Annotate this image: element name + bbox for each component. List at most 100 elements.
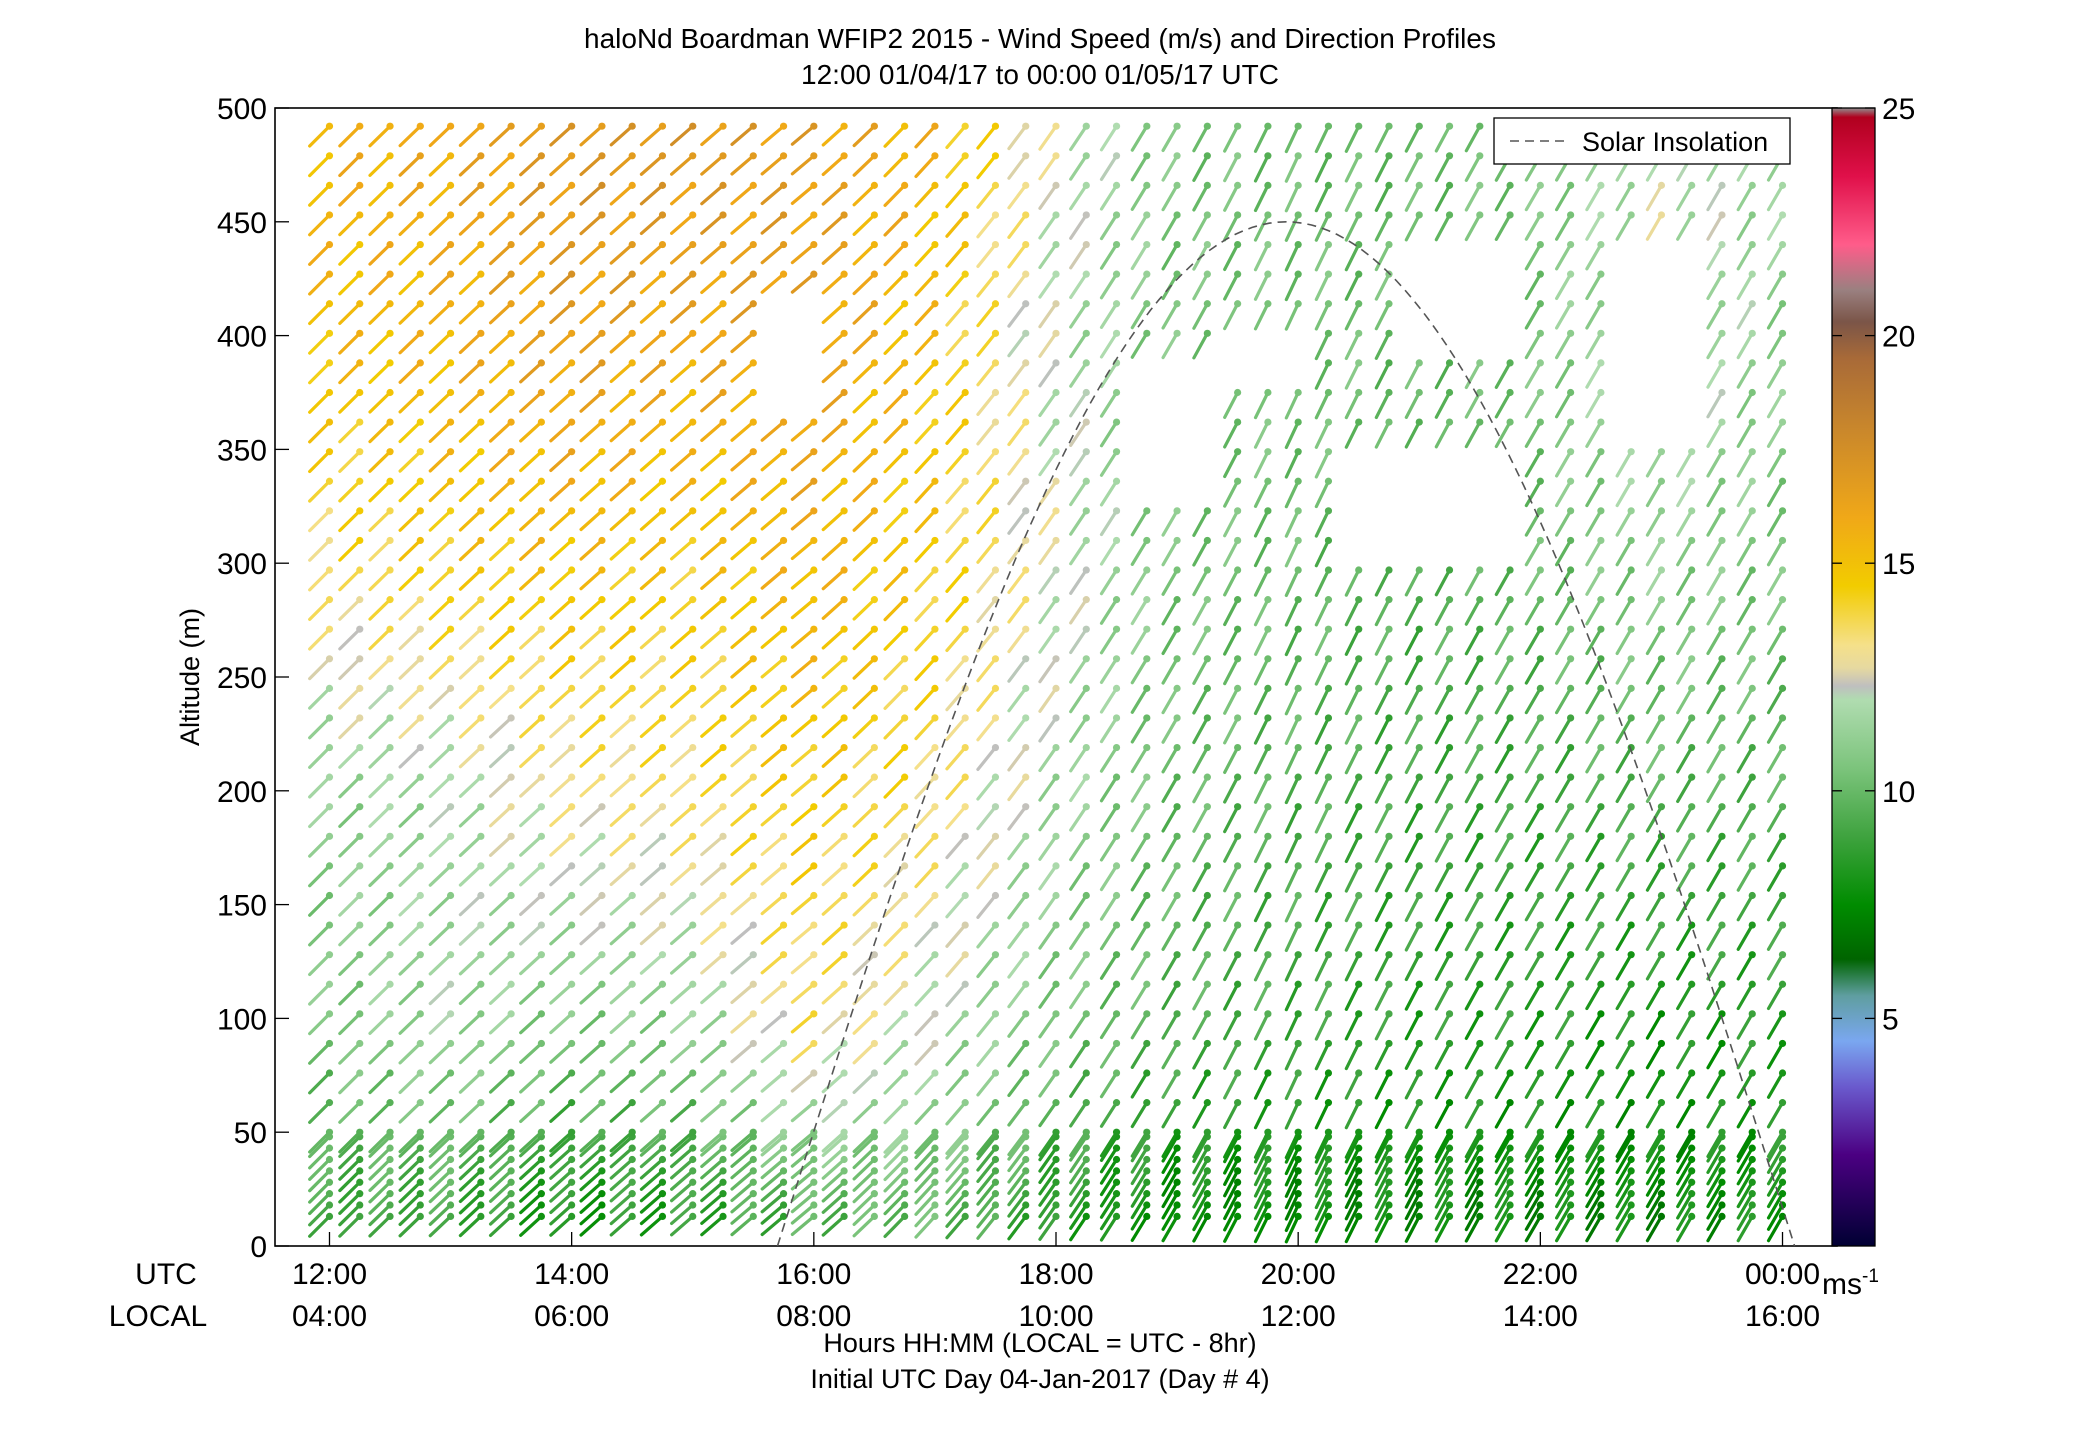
- wind-barb: [458, 1178, 485, 1204]
- wind-barb: [639, 1144, 667, 1169]
- wind-barb-shaft: [1524, 1135, 1542, 1163]
- wind-barb-shaft: [914, 923, 937, 948]
- wind-barb-shaft: [1130, 1135, 1149, 1163]
- wind-barb-dot: [1143, 181, 1151, 189]
- wind-barb: [1038, 477, 1060, 506]
- wind-barb-dot: [537, 773, 545, 781]
- wind-barb-shaft: [821, 775, 846, 798]
- wind-barb: [549, 566, 576, 591]
- wind-barb-dot: [598, 448, 606, 456]
- wind-barb-shaft: [700, 1135, 725, 1157]
- wind-barb: [760, 1190, 788, 1214]
- wind-barb-dot: [749, 122, 757, 130]
- wind-barb: [609, 1069, 636, 1094]
- wind-barb-shaft: [914, 331, 937, 356]
- wind-barb: [458, 1010, 485, 1035]
- wind-barb-shaft: [1069, 805, 1088, 832]
- wind-barb-dot: [1415, 388, 1423, 397]
- wind-barb-shaft: [549, 1012, 574, 1035]
- wind-barb: [852, 477, 878, 503]
- wind-barb: [1374, 566, 1393, 597]
- wind-barb: [609, 181, 636, 206]
- wind-barb-dot: [689, 300, 697, 308]
- wind-barb: [1434, 359, 1454, 390]
- wind-barb: [519, 1190, 545, 1215]
- wind-barb-shaft: [609, 657, 634, 679]
- wind-barb-dot: [537, 596, 545, 604]
- wind-barb-dot: [416, 980, 424, 988]
- wind-barb: [368, 1167, 394, 1193]
- wind-barb-shaft: [914, 745, 937, 770]
- wind-barb-dot: [628, 388, 636, 397]
- wind-barb-dot: [537, 329, 545, 337]
- wind-barb-dot: [1385, 329, 1393, 337]
- wind-barb: [1099, 625, 1121, 655]
- wind-barb-dot: [1324, 596, 1333, 604]
- wind-barb: [428, 951, 455, 976]
- wind-barb-shaft: [1434, 1203, 1452, 1232]
- wind-barb-shaft: [639, 1071, 665, 1094]
- wind-barb: [338, 655, 364, 681]
- wind-barb: [790, 448, 818, 472]
- wind-barb-shaft: [1464, 1169, 1482, 1198]
- wind-barb-shaft: [945, 657, 967, 682]
- wind-barb: [1374, 1212, 1393, 1243]
- wind-barb-dot: [1082, 832, 1090, 840]
- wind-barb-shaft: [883, 361, 907, 385]
- wind-barb: [1494, 1155, 1514, 1186]
- wind-barb-dot: [1506, 862, 1514, 870]
- wind-barb: [639, 1155, 667, 1180]
- wind-barb: [1404, 1190, 1423, 1221]
- wind-barb: [1099, 684, 1121, 714]
- wind-barb: [1404, 1144, 1423, 1175]
- wind-barb-shaft: [1404, 1192, 1421, 1221]
- wind-barb-shaft: [914, 1203, 937, 1228]
- wind-barb-dot: [507, 566, 515, 574]
- wind-barb-shaft: [1344, 598, 1361, 627]
- wind-barb: [976, 921, 1000, 949]
- wind-barb-shaft: [1007, 1203, 1028, 1230]
- wind-barb-shaft: [458, 1012, 483, 1035]
- wind-barb: [1314, 1069, 1333, 1100]
- wind-barb-shaft: [976, 1203, 998, 1229]
- wind-barb: [549, 803, 576, 828]
- wind-barb: [700, 448, 727, 472]
- wind-barb: [1253, 655, 1272, 686]
- wind-barb-dot: [1022, 448, 1030, 456]
- wind-barb: [519, 684, 545, 709]
- wind-barb: [670, 714, 697, 738]
- wind-barb-shaft: [579, 302, 604, 324]
- wind-barb-dot: [1234, 240, 1242, 249]
- wind-barb-shaft: [579, 124, 604, 147]
- wind-barb-shaft: [1223, 450, 1240, 479]
- wind-barb-shaft: [549, 450, 574, 473]
- wind-barb: [1404, 832, 1423, 863]
- wind-barb: [700, 1144, 727, 1169]
- wind-barb-shaft: [1344, 183, 1361, 213]
- wind-barb-shaft: [579, 805, 604, 827]
- wind-barb: [428, 921, 455, 946]
- wind-barb-dot: [961, 862, 969, 870]
- wind-barb-dot: [961, 329, 969, 337]
- wind-barb-shaft: [1130, 745, 1149, 774]
- wind-barb-shaft: [519, 805, 543, 828]
- wind-barb-shaft: [1038, 1135, 1058, 1162]
- wind-barb-shaft: [1284, 598, 1300, 627]
- wind-barb: [549, 1069, 576, 1094]
- wind-barb-dot: [568, 240, 576, 249]
- wind-barb-dot: [1112, 240, 1121, 249]
- wind-barb: [609, 211, 636, 236]
- wind-barb-dot: [1264, 1155, 1272, 1164]
- wind-barb: [398, 1128, 424, 1154]
- wind-barb: [549, 921, 576, 946]
- wind-barb-shaft: [914, 1214, 937, 1239]
- wind-barb: [549, 448, 576, 473]
- wind-barb-shaft: [639, 982, 665, 1005]
- wind-barb-shaft: [458, 242, 483, 266]
- wind-barb: [579, 507, 606, 532]
- wind-barb-shaft: [1223, 627, 1240, 656]
- wind-barb-dot: [416, 181, 424, 189]
- wind-barb-shaft: [1130, 775, 1149, 803]
- wind-barb-dot: [810, 477, 818, 485]
- wind-barb-dot: [1112, 891, 1121, 900]
